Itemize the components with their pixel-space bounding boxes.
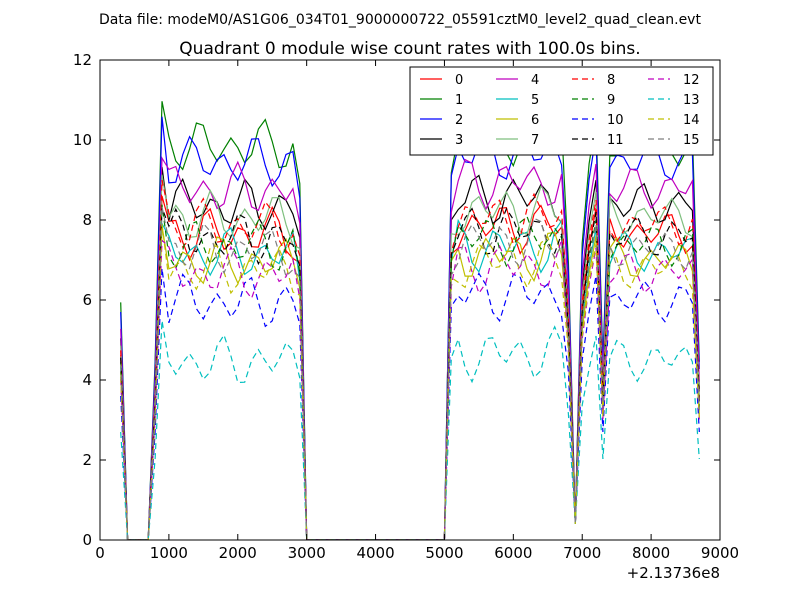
legend-box (409, 66, 714, 156)
chart-suptitle: Data file: modeM0/AS1G06_034T01_90000007… (99, 12, 701, 28)
legend-label-6: 6 (531, 113, 539, 128)
legend-label-12: 12 (683, 73, 700, 88)
legend-label-13: 13 (683, 93, 700, 108)
series-line-11 (120, 207, 700, 540)
legend-label-1: 1 (455, 93, 463, 108)
legend-label-3: 3 (455, 133, 463, 148)
legend-label-10: 10 (607, 113, 624, 128)
y-tick-label: 8 (82, 211, 92, 229)
y-tick-label: 2 (82, 451, 92, 469)
x-tick-label: 0 (95, 544, 105, 562)
y-tick-label: 0 (82, 531, 92, 549)
series-line-8 (120, 179, 700, 540)
x-tick-label: 5000 (425, 544, 463, 562)
series-line-4 (120, 156, 700, 540)
x-offset-label: +2.13736e8 (627, 564, 720, 582)
series-line-10 (120, 268, 700, 540)
legend-label-7: 7 (531, 133, 539, 148)
legend-label-5: 5 (531, 93, 539, 108)
legend-label-15: 15 (683, 133, 700, 148)
x-tick-label: 7000 (563, 544, 601, 562)
legend-label-4: 4 (531, 73, 539, 88)
series-layer (120, 101, 700, 540)
x-tick-label: 8000 (632, 544, 670, 562)
series-line-5 (120, 218, 700, 540)
x-tick-label: 6000 (494, 544, 532, 562)
series-line-13 (120, 320, 700, 540)
series-line-15 (120, 206, 700, 540)
x-tick-label: 3000 (288, 544, 326, 562)
y-tick-label: 4 (82, 371, 92, 389)
legend-label-8: 8 (607, 73, 615, 88)
series-line-7 (120, 174, 700, 540)
legend-label-9: 9 (607, 93, 615, 108)
series-line-12 (120, 238, 700, 540)
y-tick-label: 10 (73, 131, 92, 149)
y-tick-label: 12 (73, 51, 92, 69)
x-tick-label: 2000 (219, 544, 257, 562)
legend-label-14: 14 (683, 113, 700, 128)
legend-label-0: 0 (455, 73, 463, 88)
series-line-6 (120, 226, 700, 540)
legend-label-2: 2 (455, 113, 463, 128)
series-line-2 (120, 116, 700, 540)
series-line-9 (120, 204, 700, 540)
x-tick-label: 4000 (356, 544, 394, 562)
y-tick-label: 6 (82, 291, 92, 309)
series-line-1 (120, 101, 700, 540)
series-line-0 (120, 195, 700, 540)
chart-title: Quadrant 0 module wise count rates with … (179, 39, 640, 59)
x-axis: 0 1000 2000 3000 4000 5000 6000 7000 8000 9000 (95, 60, 739, 562)
x-tick-label: 9000 (701, 544, 739, 562)
series-line-3 (120, 166, 700, 540)
x-tick-label: 1000 (150, 544, 188, 562)
legend-label-11: 11 (607, 133, 624, 148)
